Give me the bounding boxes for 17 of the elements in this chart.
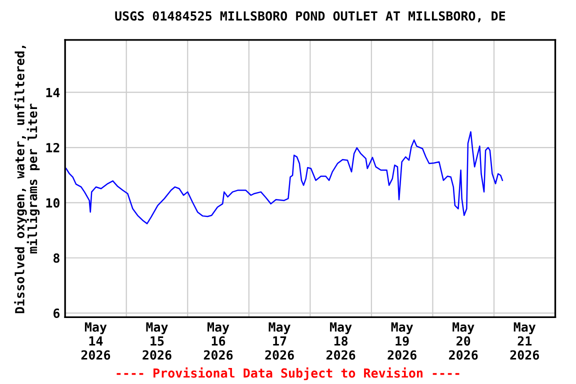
x-tick-label: May 17 2026 bbox=[265, 322, 294, 360]
text: ---- Provisional Data Subject to Revision ---- bbox=[116, 367, 460, 380]
line-series bbox=[65, 131, 504, 224]
x-tick-label: May 14 2026 bbox=[81, 322, 110, 360]
x-tick-label: May 20 2026 bbox=[449, 322, 478, 360]
y-tick-label: 12 bbox=[46, 142, 60, 152]
x-tick-label: May 16 2026 bbox=[204, 322, 233, 360]
chart-title: USGS 01484525 MILLSBORO POND OUTLET AT MILLSBORO, DE bbox=[115, 11, 506, 22]
x-tick-label: May 19 2026 bbox=[388, 322, 416, 360]
x-tick-label: May 18 2026 bbox=[326, 322, 356, 360]
x-tick-label: May 15 2026 bbox=[142, 322, 172, 360]
y-axis-title: Dissolved oxygen, water, unfiltered, milligrams per liter bbox=[14, 46, 40, 314]
y-tick-label: 6 bbox=[54, 308, 60, 318]
y-tick-label: 10 bbox=[46, 198, 60, 208]
y-tick-label: 14 bbox=[46, 88, 60, 98]
y-tick-label: 8 bbox=[53, 253, 60, 263]
x-tick-label: May 21 2026 bbox=[510, 322, 539, 360]
